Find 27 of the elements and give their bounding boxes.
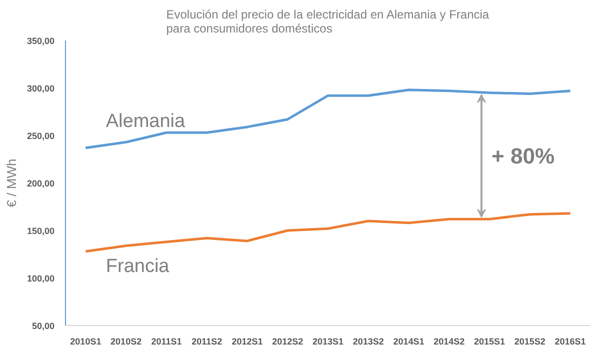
x-tick-label: 2015S1 [474, 336, 506, 346]
x-tick-label: 2015S2 [514, 336, 546, 346]
line-series [84, 88, 572, 150]
x-tick-label: 2014S2 [434, 336, 465, 346]
chart-title: Evolución del precio de la electricidad en Alemania y Francia para consumidores domésticos [166, 8, 490, 36]
y-tick-label: 200,00 [26, 178, 55, 188]
y-tick-label: 50,00 [32, 321, 55, 331]
y-tick-label: 150,00 [26, 226, 55, 236]
x-tick-label: 2012S1 [232, 336, 263, 346]
y-tick-label: 250,00 [26, 131, 55, 141]
x-tick-label: 2010S1 [70, 336, 102, 346]
x-tick-label: 2016S1 [554, 336, 586, 346]
y-tick-label: 350,00 [26, 36, 55, 46]
y-tick-label: 300,00 [26, 84, 55, 94]
x-tick-label: 2010S2 [110, 336, 142, 346]
x-tick-label: 2012S2 [272, 336, 304, 346]
x-tick-label: 2013S2 [352, 336, 384, 346]
x-tick-label: 2011S1 [151, 336, 182, 346]
annotation: + 80% [492, 143, 555, 168]
series-label: Alemania [106, 110, 186, 132]
x-tick-label: 2013S1 [312, 336, 344, 346]
x-tick-label: 2011S2 [192, 336, 222, 346]
line-series [84, 212, 572, 253]
x-tick-label: 2014S1 [393, 336, 424, 346]
y-axis-title: € / MWh [4, 158, 19, 208]
y-tick-label: 100,00 [26, 274, 55, 284]
series-label: Francia [106, 256, 170, 278]
